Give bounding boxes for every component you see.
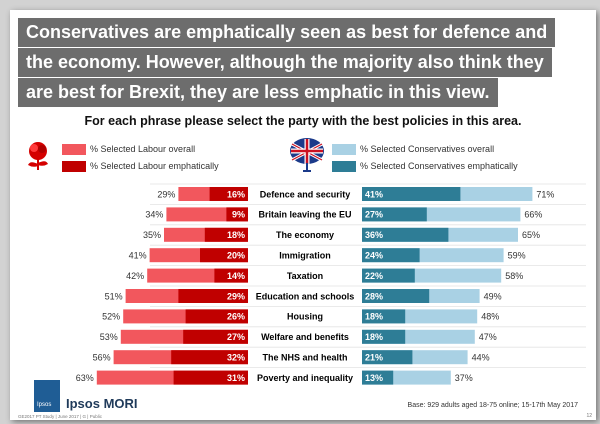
diverging-bar-chart: 29% 16% 41% 71% Defence and security 34% 9% 27%… — [76, 183, 586, 385]
label-con-overall: 71% — [536, 189, 554, 199]
legend-labour-overall: % Selected Labour overall — [90, 144, 196, 154]
bar-labour-emphatic — [209, 187, 248, 201]
ipsos-logo-text: Ipsos — [37, 402, 52, 408]
category-label: Education and schools — [256, 291, 355, 301]
conservative-tree-logo — [290, 138, 324, 172]
headline-line-1: Conservatives are emphatically seen as b… — [18, 18, 556, 47]
category-label: Housing — [287, 312, 323, 322]
label-labour-overall: 35% — [143, 230, 161, 240]
label-con-emphatic: 21% — [365, 353, 383, 363]
bar-con-emphatic — [362, 268, 415, 283]
label-con-overall: 47% — [479, 332, 497, 342]
label-con-overall: 59% — [508, 251, 526, 261]
label-con-overall: 58% — [505, 271, 523, 281]
label-labour-overall: 29% — [157, 189, 175, 199]
bar-con-emphatic — [362, 350, 413, 365]
category-label: Poverty and inequality — [257, 373, 353, 383]
category-label: Taxation — [287, 271, 323, 281]
category-label: Welfare and benefits — [261, 332, 349, 342]
label-con-emphatic: 27% — [365, 210, 383, 220]
label-labour-emphatic: 32% — [227, 353, 245, 363]
bar-con-emphatic — [362, 309, 406, 324]
label-con-emphatic: 41% — [365, 189, 383, 199]
label-labour-overall: 42% — [126, 271, 144, 281]
label-labour-emphatic: 18% — [227, 230, 245, 240]
label-labour-overall: 53% — [100, 332, 118, 342]
bar-labour-emphatic — [183, 329, 248, 344]
legend-labour-emphatic: % Selected Labour emphatically — [90, 161, 219, 171]
bar-labour-emphatic — [226, 207, 248, 222]
label-con-emphatic: 36% — [365, 230, 383, 240]
label-labour-overall: 52% — [102, 312, 120, 322]
category-label: The NHS and health — [262, 353, 347, 363]
legend-swatch-con-overall — [332, 144, 356, 155]
label-con-emphatic: 22% — [365, 271, 383, 281]
label-labour-emphatic: 27% — [227, 332, 245, 342]
bar-con-emphatic — [362, 329, 406, 344]
label-con-overall: 44% — [472, 353, 490, 363]
category-label: Immigration — [279, 251, 331, 261]
label-con-overall: 65% — [522, 230, 540, 240]
legend-con-overall: % Selected Conservatives overall — [360, 144, 495, 154]
label-labour-emphatic: 26% — [227, 312, 245, 322]
category-label: Defence and security — [260, 189, 351, 199]
label-labour-emphatic: 9% — [232, 210, 245, 220]
category-label: The economy — [276, 230, 334, 240]
bar-con-emphatic — [362, 248, 420, 263]
label-con-overall: 37% — [455, 373, 473, 383]
label-labour-overall: 56% — [93, 353, 111, 363]
brand-name: Ipsos MORI — [66, 396, 138, 411]
label-con-overall: 66% — [524, 210, 542, 220]
bar-labour-emphatic — [185, 309, 248, 324]
bar-labour-emphatic — [178, 289, 248, 303]
label-labour-emphatic: 29% — [227, 291, 245, 301]
label-con-emphatic: 18% — [365, 312, 383, 322]
label-labour-overall: 51% — [105, 291, 123, 301]
headline-line-2: the economy. However, although the major… — [18, 48, 552, 77]
label-con-emphatic: 28% — [365, 291, 383, 301]
ipsos-logo — [34, 380, 60, 412]
labour-rose-logo — [20, 138, 56, 172]
label-labour-overall: 34% — [145, 210, 163, 220]
bar-con-emphatic — [362, 370, 394, 385]
label-labour-emphatic: 14% — [227, 271, 245, 281]
chart-subtitle: For each phrase please select the party … — [84, 114, 522, 128]
label-labour-overall: 41% — [129, 251, 147, 261]
bar-labour-emphatic — [200, 248, 248, 263]
page-number: 12 — [586, 413, 592, 419]
footer-reference: GE2017 PT Study | June 2017 | G | Public — [18, 414, 102, 419]
legend-con-emphatic: % Selected Conservatives emphatically — [360, 161, 518, 171]
bar-con-emphatic — [362, 187, 461, 201]
label-con-emphatic: 18% — [365, 332, 383, 342]
bar-con-emphatic — [362, 227, 449, 242]
slide: Conservatives are emphatically seen as b… — [10, 10, 596, 420]
label-con-emphatic: 24% — [365, 251, 383, 261]
bar-labour-emphatic — [204, 227, 248, 242]
label-labour-emphatic: 16% — [227, 189, 245, 199]
base-note: Base: 929 adults aged 18-75 online; 15-1… — [407, 402, 578, 409]
legend-swatch-labour-emphatic — [62, 161, 86, 172]
bar-con-emphatic — [362, 207, 427, 222]
bar-labour-emphatic — [214, 268, 248, 283]
bar-labour-emphatic — [173, 370, 248, 385]
bar-labour-emphatic — [171, 350, 248, 365]
label-labour-overall: 63% — [76, 373, 94, 383]
legend-swatch-con-emphatic — [332, 161, 356, 172]
headline-line-3: are best for Brexit, they are less empha… — [18, 78, 498, 107]
label-con-overall: 48% — [481, 312, 499, 322]
legend-swatch-labour-overall — [62, 144, 86, 155]
label-con-overall: 49% — [484, 291, 502, 301]
label-con-emphatic: 13% — [365, 373, 383, 383]
label-labour-emphatic: 31% — [227, 373, 245, 383]
label-labour-emphatic: 20% — [227, 251, 245, 261]
bar-con-emphatic — [362, 289, 430, 303]
category-label: Britain leaving the EU — [258, 210, 351, 220]
